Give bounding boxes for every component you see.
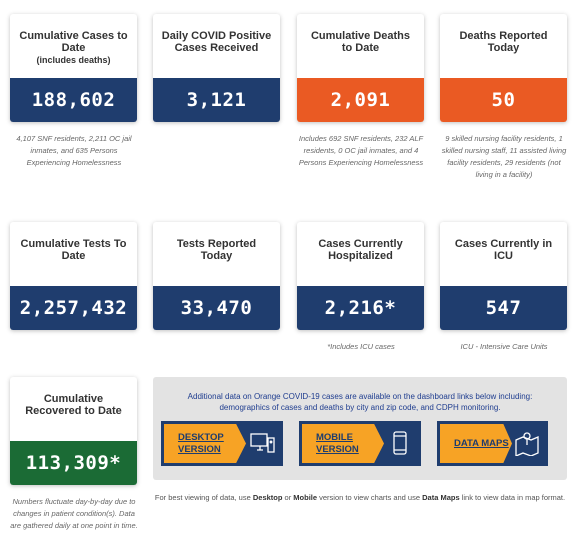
- card-note: Numbers fluctuate day-by-day due to chan…: [10, 497, 138, 530]
- card-value: 3,121: [153, 78, 280, 122]
- card-title: Cumulative Cases to Date (includes deaths…: [18, 30, 129, 66]
- footer-part: link to view data in map format.: [459, 493, 566, 502]
- button-label[interactable]: DATA MAPS: [440, 424, 512, 463]
- stat-card: Cases Currently Hospitalized 2,216*: [297, 222, 424, 330]
- desktop-icon: [250, 433, 275, 453]
- footer-part: Mobile: [293, 493, 318, 502]
- maps-button[interactable]: DATA MAPS: [437, 421, 548, 466]
- card-value: 547: [440, 286, 567, 330]
- stat-card: Tests Reported Today 33,470: [153, 222, 280, 330]
- stat-card: Deaths Reported Today 50: [440, 14, 567, 122]
- desktop-button[interactable]: DESKTOP VERSION: [161, 421, 283, 466]
- stat-card: Cumulative Cases to Date (includes deaths…: [10, 14, 137, 122]
- card-title: Cases Currently Hospitalized: [305, 238, 416, 262]
- panel-text: Additional data on Orange COVID-19 cases…: [187, 392, 533, 412]
- card-value: 188,602: [10, 78, 137, 122]
- card-title: Deaths Reported Today: [448, 30, 559, 54]
- card-note: ICU - Intensive Care Units: [460, 342, 548, 351]
- card-note: 4,107 SNF residents, 2,211 OC jail inmat…: [16, 134, 132, 167]
- button-label[interactable]: DESKTOP VERSION: [164, 424, 246, 463]
- card-title: Cumulative Recovered to Date: [18, 393, 129, 417]
- stat-card: Cumulative Recovered to Date 113,309*: [10, 377, 137, 485]
- card-title: Tests Reported Today: [161, 238, 272, 262]
- card-note: 9 skilled nursing facility residents, 1 …: [441, 134, 567, 179]
- button-label[interactable]: MOBILE VERSION: [302, 424, 384, 463]
- mobile-button[interactable]: MOBILE VERSION: [299, 421, 421, 466]
- card-value: 50: [440, 78, 567, 122]
- title-text: Cumulative Cases to Date: [19, 30, 128, 54]
- footer-part: or: [282, 493, 294, 502]
- footer-part: Data Maps: [422, 493, 460, 502]
- card-value: 33,470: [153, 286, 280, 330]
- title-text: Daily COVID Positive Cases Received: [161, 30, 272, 54]
- card-title: Daily COVID Positive Cases Received: [161, 30, 272, 54]
- mobile-icon: [393, 431, 407, 455]
- title-text: Cumulative Recovered to Date: [25, 393, 122, 417]
- card-title: Cumulative Deaths to Date: [305, 30, 416, 54]
- map-icon: [515, 432, 539, 456]
- card-value: 2,091: [297, 78, 424, 122]
- card-value: 113,309*: [10, 441, 137, 485]
- title-text: Cases Currently Hospitalized: [318, 238, 403, 262]
- stat-card: Cumulative Tests To Date 2,257,432: [10, 222, 137, 330]
- stat-card: Cumulative Deaths to Date 2,091: [297, 14, 424, 122]
- card-value: 2,257,432: [10, 286, 137, 330]
- title-text: Deaths Reported Today: [459, 30, 548, 54]
- title-text: Cumulative Deaths to Date: [310, 30, 411, 54]
- card-value: 2,216*: [297, 286, 424, 330]
- card-subtitle: (includes deaths): [36, 55, 111, 65]
- stat-card: Cases Currently in ICU 547: [440, 222, 567, 330]
- card-note: *Includes ICU cases: [327, 342, 395, 351]
- title-text: Cases Currently in ICU: [454, 238, 553, 262]
- title-text: Tests Reported Today: [176, 238, 257, 262]
- card-title: Cases Currently in ICU: [448, 238, 559, 262]
- card-title: Cumulative Tests To Date: [18, 238, 129, 262]
- stat-card: Daily COVID Positive Cases Received 3,121: [153, 14, 280, 122]
- title-text: Cumulative Tests To Date: [20, 238, 127, 262]
- footer-note: For best viewing of data, use Desktop or…: [153, 492, 567, 504]
- card-note: Includes 692 SNF residents, 232 ALF resi…: [298, 134, 424, 167]
- footer-part: version to view charts and use: [317, 493, 423, 502]
- links-panel: Additional data on Orange COVID-19 cases…: [153, 377, 567, 480]
- footer-part: For best viewing of data, use: [154, 493, 253, 502]
- footer-part: Desktop: [252, 493, 283, 502]
